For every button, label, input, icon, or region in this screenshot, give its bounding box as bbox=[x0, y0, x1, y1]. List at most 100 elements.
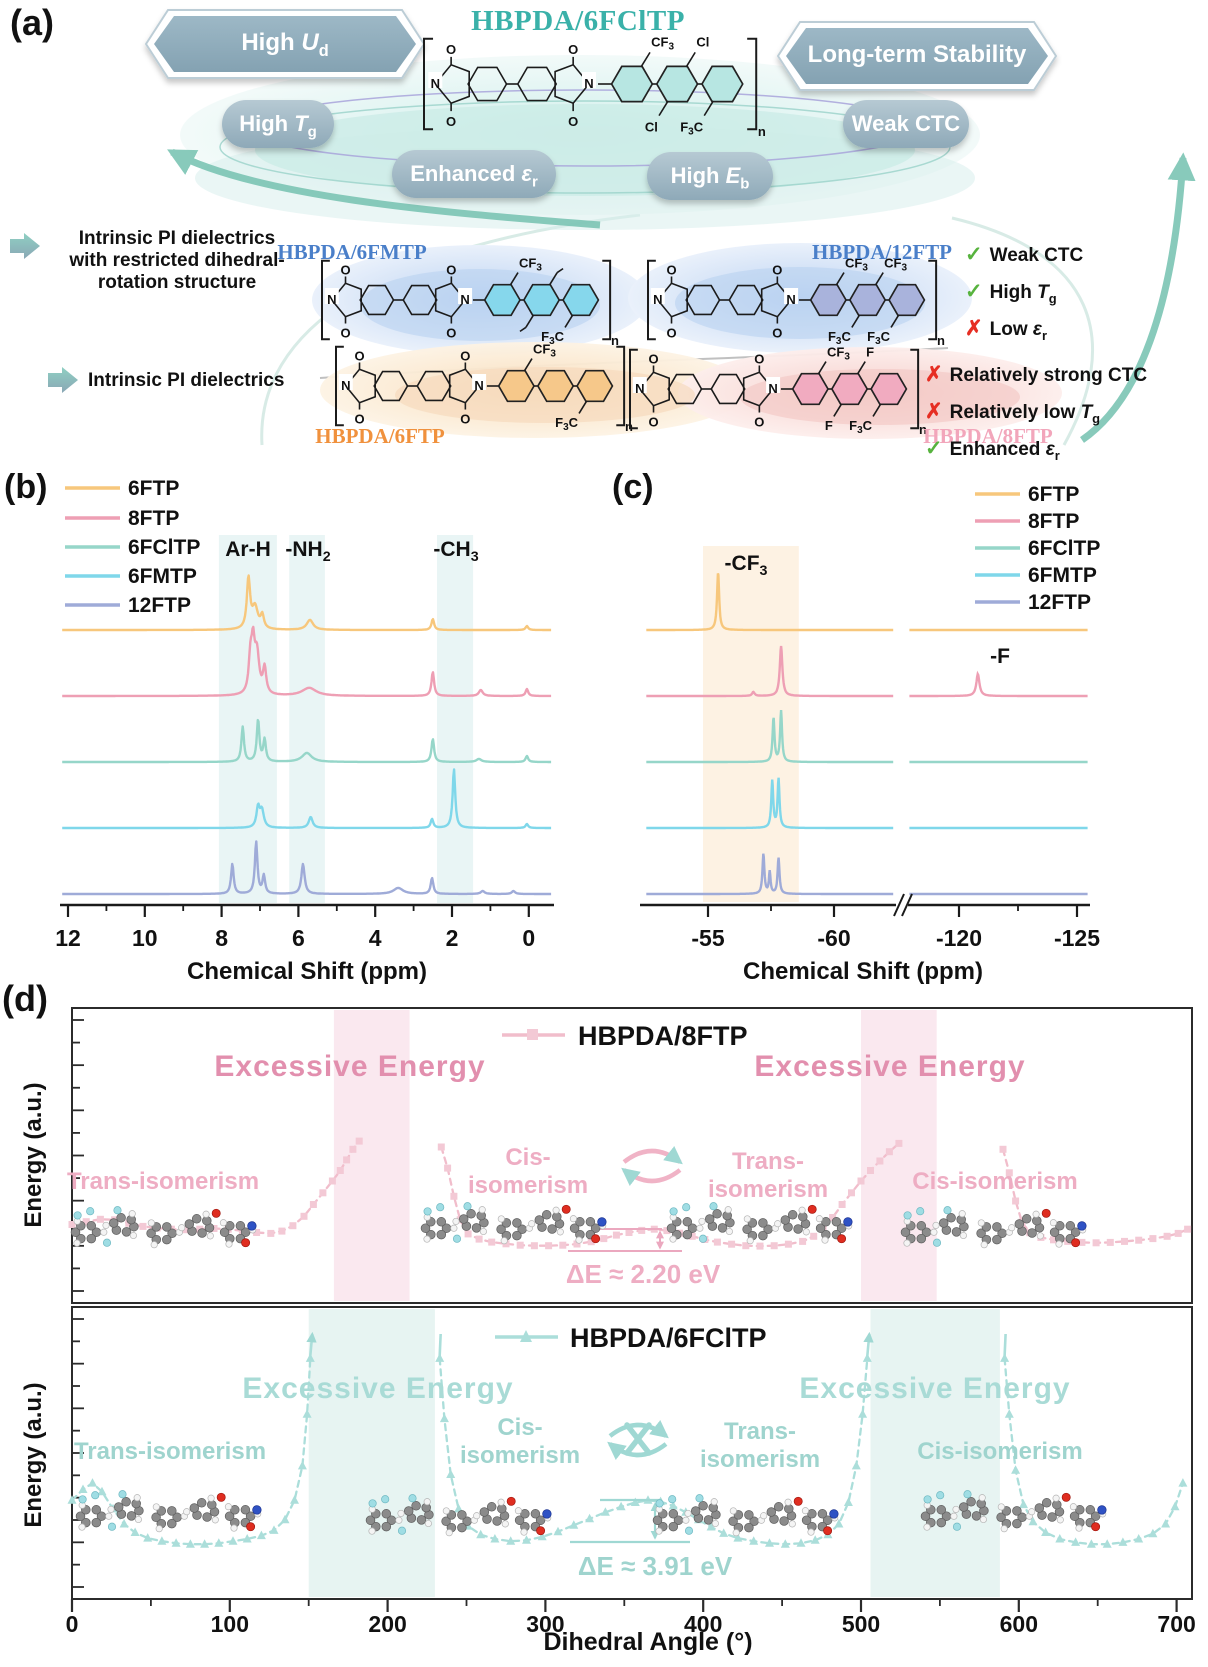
atom-label: N bbox=[653, 292, 662, 307]
atom-dot bbox=[728, 1516, 738, 1527]
cycle-arc bbox=[608, 1420, 669, 1439]
atom-dot bbox=[534, 1215, 545, 1225]
atom-bg bbox=[650, 288, 665, 304]
atom-bg bbox=[458, 288, 473, 304]
sub-token: F bbox=[849, 418, 857, 433]
axis-title-c: Chemical Shift (ppm) bbox=[742, 958, 984, 985]
atom-dot bbox=[514, 1515, 525, 1525]
marker-triangle bbox=[185, 1539, 195, 1548]
atom-dot bbox=[704, 1214, 715, 1224]
atom-bg bbox=[324, 288, 339, 304]
atom-dot bbox=[146, 1228, 156, 1239]
atom-dot bbox=[542, 1509, 552, 1519]
excessive-energy-bottom-left: Excessive Energy bbox=[242, 1372, 514, 1405]
marker-square bbox=[349, 1145, 357, 1153]
marker-triangle bbox=[157, 1536, 167, 1545]
marker-square bbox=[612, 1231, 620, 1239]
marker-square bbox=[289, 1222, 297, 1230]
marker-square bbox=[1092, 1239, 1100, 1247]
atom-dot bbox=[1049, 1219, 1057, 1227]
delta-e-bottom: ΔE ≈ 3.91 eV bbox=[577, 1551, 733, 1581]
atom-dot bbox=[802, 1228, 810, 1236]
legend-label-6FTP: 6FTP bbox=[128, 477, 179, 500]
atom-label: N bbox=[635, 381, 644, 396]
bond bbox=[703, 100, 714, 117]
marker-square bbox=[713, 1238, 721, 1246]
atom-dot bbox=[932, 1221, 940, 1229]
pill-enhanced-er bbox=[392, 150, 556, 198]
marker-triangle bbox=[706, 1522, 716, 1531]
bond bbox=[523, 358, 533, 372]
legend-label-12FTP: 12FTP bbox=[1028, 591, 1091, 614]
sub-token: Cl bbox=[645, 119, 658, 134]
check-icon: ✓ bbox=[965, 243, 983, 266]
molecule-model bbox=[365, 1494, 552, 1537]
atom-dot bbox=[442, 1507, 450, 1515]
marker-triangle bbox=[439, 1413, 449, 1423]
marker-square bbox=[770, 1242, 778, 1250]
aromatic-ring bbox=[483, 283, 521, 317]
marker-triangle bbox=[446, 1469, 456, 1478]
marker-triangle bbox=[1148, 1528, 1158, 1538]
atom-bg bbox=[472, 374, 487, 390]
atom-dot bbox=[441, 1516, 451, 1527]
atom-dot bbox=[744, 1510, 754, 1520]
atom-dot bbox=[416, 1515, 427, 1525]
atom-dot bbox=[807, 1204, 817, 1214]
atom-label: N bbox=[341, 378, 350, 393]
atom-dot bbox=[381, 1509, 392, 1519]
atom-dot bbox=[829, 1509, 839, 1519]
y-axis-title-top: Energy (a.u.) bbox=[20, 1082, 48, 1228]
molecule-model bbox=[920, 1490, 1107, 1533]
marker-triangle bbox=[1161, 1519, 1171, 1528]
atom-dot bbox=[91, 1505, 102, 1515]
atom-dot bbox=[760, 1512, 768, 1520]
aromatic-ring bbox=[522, 283, 561, 317]
marker-triangle bbox=[522, 1535, 531, 1544]
substituent-label: CF3 bbox=[519, 256, 542, 274]
ann-sub: 3 bbox=[759, 563, 768, 580]
substituent-label: CF3 bbox=[827, 345, 850, 363]
label-hbpda-12ftp: HBPDA/12FTP bbox=[812, 240, 952, 264]
iso-line: isomerism bbox=[699, 1445, 821, 1473]
atom-dot bbox=[241, 1238, 251, 1248]
atom-dot bbox=[211, 1516, 219, 1524]
sub-token: C bbox=[694, 119, 704, 134]
tick-label: 4 bbox=[369, 925, 382, 951]
atom-dot bbox=[1065, 1221, 1076, 1231]
atom-dot bbox=[1069, 1511, 1080, 1521]
atom-dot bbox=[225, 1221, 235, 1231]
bond bbox=[658, 100, 669, 117]
atom-dot bbox=[1049, 1227, 1060, 1237]
sub-token: C bbox=[863, 418, 873, 433]
atom-dot bbox=[831, 1217, 842, 1227]
marker-triangle bbox=[280, 1514, 290, 1524]
atom-dot bbox=[668, 1495, 677, 1504]
atom-dot bbox=[709, 1202, 718, 1211]
atom-dot bbox=[246, 1522, 256, 1532]
hex-left-text: High bbox=[241, 29, 302, 56]
marker-square bbox=[530, 1242, 538, 1250]
marker-square bbox=[450, 1192, 458, 1200]
atom-dot bbox=[682, 1516, 690, 1524]
atom-dot bbox=[411, 1501, 421, 1511]
marker-triangle bbox=[290, 1495, 299, 1504]
marker-square bbox=[1078, 1238, 1086, 1246]
atom-dot bbox=[1027, 1228, 1037, 1238]
hex-badge-stability-fill bbox=[786, 28, 1048, 84]
atom-dot bbox=[575, 1236, 583, 1244]
sub-token: F bbox=[828, 329, 836, 344]
atom-dot bbox=[710, 1498, 718, 1506]
atom-dot bbox=[403, 1506, 414, 1516]
marker-triangle bbox=[1071, 1537, 1081, 1546]
nmr19f-left-8FTP bbox=[646, 645, 894, 698]
sub-token: 3 bbox=[836, 336, 842, 347]
atom-dot bbox=[703, 1515, 714, 1525]
atom-label: N bbox=[460, 292, 469, 307]
pill-italic: E bbox=[725, 163, 741, 188]
atom-dot bbox=[996, 1512, 1006, 1523]
shaded-band bbox=[437, 535, 474, 903]
tick-label: -125 bbox=[1054, 925, 1100, 951]
